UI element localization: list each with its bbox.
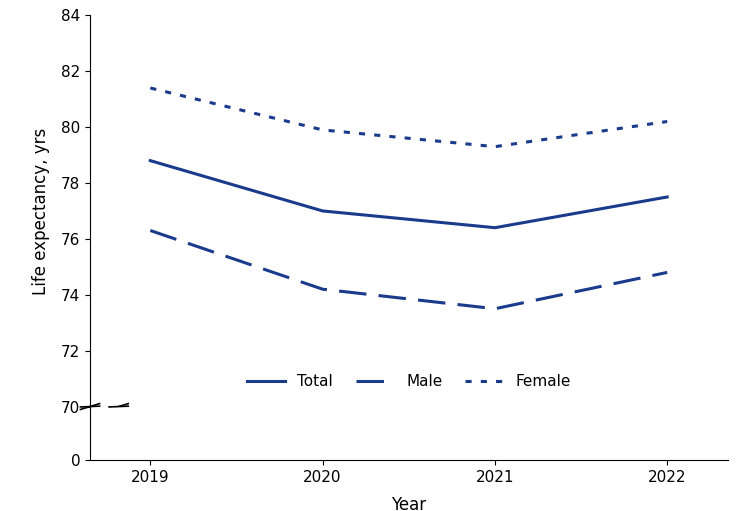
Y-axis label: Life expectancy, yrs: Life expectancy, yrs	[32, 127, 50, 294]
X-axis label: Year: Year	[392, 496, 426, 511]
Legend: Total, Male, Female: Total, Male, Female	[241, 368, 577, 395]
